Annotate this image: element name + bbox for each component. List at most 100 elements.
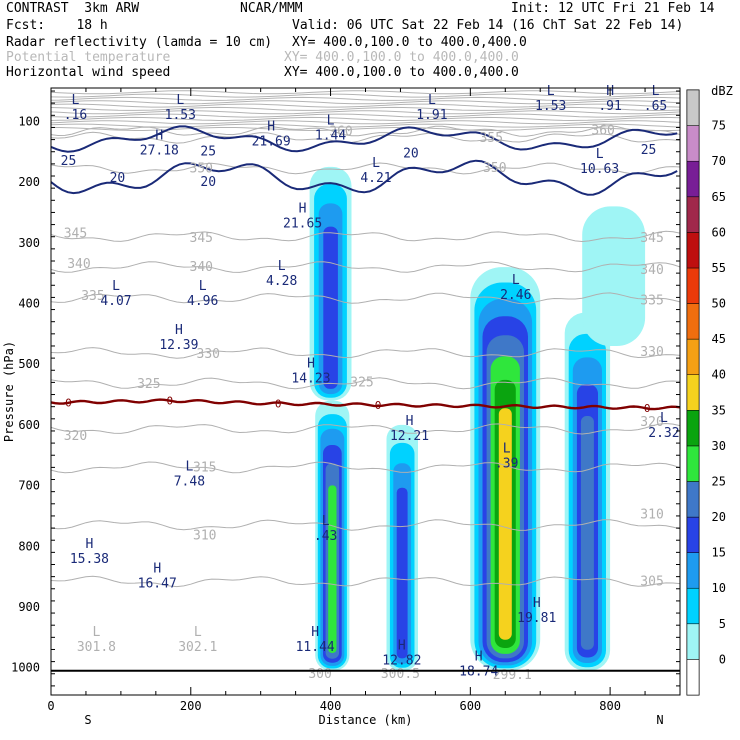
theta-contour-upper-9	[51, 120, 680, 125]
extremum-value-11: 21.65	[283, 217, 322, 232]
extremum-value-7: .91	[598, 99, 621, 114]
theta-contour-345	[51, 230, 680, 243]
zero-isotherm-line	[51, 398, 680, 411]
colorbar-label-75: 75	[712, 119, 726, 133]
reflectivity-fill-layer	[309, 166, 646, 671]
colorbar-label-25: 25	[712, 474, 726, 488]
extremum-value-25: 19.81	[517, 611, 556, 626]
zero-isotherm-label-3: 0	[375, 399, 382, 412]
colorbar-segment-12	[686, 232, 700, 269]
extremum-value-29: 12.82	[382, 654, 421, 669]
reflectivity-cell-4-level-5	[580, 416, 594, 650]
extremum-marker-24: H	[153, 561, 161, 576]
theta-label-10: 340	[640, 263, 663, 278]
extremum-value-27: 302.1	[178, 640, 217, 655]
extremum-marker-23: H	[86, 537, 94, 552]
extremum-value-15: 2.46	[500, 288, 531, 303]
extremum-value-24: 16.47	[138, 576, 177, 591]
theta-contour-upper-2	[51, 96, 680, 101]
colorbar-label-35: 35	[712, 403, 726, 417]
colorbar-label-0: 0	[719, 652, 726, 666]
theta-contour-layer	[51, 90, 680, 588]
theta-label-6: 345	[190, 231, 213, 246]
theta-label-15: 325	[137, 377, 160, 392]
theta-contour-310	[51, 519, 680, 531]
theta-contour-upper-4	[51, 103, 680, 108]
extremum-marker-12: L	[278, 259, 286, 274]
theta-contour-upper-8	[51, 116, 680, 122]
theta-label-7: 345	[640, 231, 663, 246]
extremum-marker-11: H	[299, 202, 307, 217]
extremum-value-3: 21.69	[252, 135, 291, 150]
colorbar-label-65: 65	[712, 190, 726, 204]
wind-contour-layer	[51, 125, 678, 196]
theta-label-13: 330	[197, 347, 220, 362]
colorbar-label-5: 5	[719, 617, 726, 631]
colorbar-label-30: 30	[712, 439, 726, 453]
colorbar-label-55: 55	[712, 261, 726, 275]
y-tick-label-200: 200	[18, 175, 40, 189]
theta-label-0: 360	[329, 125, 352, 140]
colorbar-segment-9	[686, 338, 700, 375]
theta-contour-upper-10	[51, 123, 680, 128]
colorbar: 0 5 10 15 20 25 30 35 40 45 50 55 60 65 70 75 dBZ	[686, 84, 733, 696]
wind-contour-25	[51, 125, 678, 153]
extremum-value-14: 4.96	[187, 294, 218, 309]
colorbar-segment-2	[686, 587, 700, 625]
extremum-value-6: 1.53	[535, 99, 566, 114]
zero-isotherm-label-4: 0	[644, 402, 651, 415]
theta-contour-325	[51, 377, 680, 390]
theta-contour-upper-11	[51, 127, 680, 131]
theta-label-3: 350	[190, 162, 213, 177]
field-xy-wind: XY= 400.0,100.0 to 400.0,400.0	[284, 65, 519, 80]
x-tick-label-200: 200	[180, 699, 202, 713]
y-tick-label-600: 600	[18, 418, 40, 432]
theta-label-18: 320	[640, 415, 663, 430]
field-xy-theta: XY= 400.0,100.0 to 400.0,400.0	[284, 50, 519, 65]
colorbar-segment-5	[686, 481, 700, 518]
theta-label-8: 340	[67, 257, 90, 272]
theta-label-20: 310	[193, 528, 216, 543]
theta-contour-upper-5	[51, 106, 680, 112]
extremum-marker-6: L	[547, 84, 555, 99]
colorbar-segment-10	[686, 303, 700, 340]
colorbar-segment-14	[686, 160, 700, 198]
reflectivity-cell-2-level-4	[396, 487, 408, 659]
field-name-wind: Horizontal wind speed	[6, 65, 171, 80]
valid-time: Valid: 06 UTC Sat 22 Feb 14 (16 ChT Sat …	[292, 18, 684, 33]
extremum-value-23: 15.38	[70, 552, 109, 567]
wind-label-3: 20	[200, 175, 216, 190]
extremum-marker-30: H	[475, 650, 483, 665]
theta-contour-340	[51, 261, 680, 273]
x-end-label-right: N	[656, 713, 663, 727]
theta-label-22: 305	[640, 574, 663, 589]
extremum-marker-8: L	[652, 84, 660, 99]
colorbar-label-40: 40	[712, 368, 726, 382]
reflectivity-cell-5-level-1	[582, 206, 646, 346]
colorbar-segment-13	[686, 196, 700, 233]
theta-label-1: 355	[480, 131, 503, 146]
extremum-marker-20: L	[503, 441, 511, 456]
wind-label-2: 20	[110, 171, 126, 186]
wind-label-1: 25	[200, 145, 216, 160]
extremum-value-19: 2.32	[648, 426, 679, 441]
extremum-value-21: 7.48	[174, 475, 205, 490]
extremum-value-18: 12.21	[390, 429, 429, 444]
y-tick-label-800: 800	[18, 539, 40, 553]
zero-isotherm-label-1: 0	[166, 395, 173, 408]
theta-contour-upper-7	[51, 113, 680, 118]
theta-contour-355	[51, 131, 680, 144]
extremum-marker-15: L	[512, 273, 520, 288]
theta-contour-360	[51, 125, 680, 137]
model-label: CONTRAST 3km ARW	[6, 1, 140, 16]
extremum-marker-2: H	[155, 129, 163, 144]
extremum-marker-9: L	[596, 147, 604, 162]
x-tick-label-800: 800	[599, 699, 621, 713]
colorbar-label-70: 70	[712, 154, 726, 168]
colorbar-segment-4	[686, 516, 700, 553]
y-tick-label-900: 900	[18, 600, 40, 614]
theta-label-5: 345	[64, 227, 87, 242]
theta-contour-305	[51, 575, 680, 588]
x-tick-label-0: 0	[47, 699, 54, 713]
